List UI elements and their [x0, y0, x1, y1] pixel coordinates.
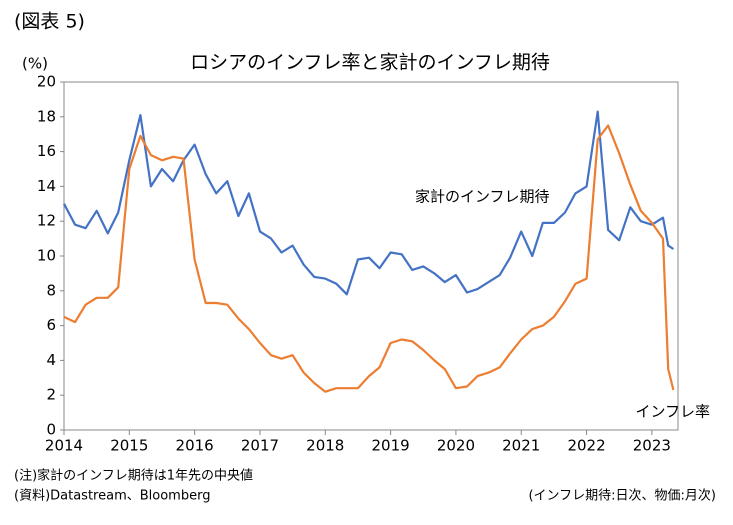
chart-title: ロシアのインフレ率と家計のインフレ期待 — [190, 52, 550, 74]
y-tick-label: 18 — [37, 107, 56, 125]
series-label: インフレ率 — [635, 403, 710, 421]
x-tick-label: 2018 — [306, 437, 344, 455]
plot-frame — [63, 81, 679, 431]
y-axis-label: (%) — [22, 55, 48, 73]
note: (注)家計のインフレ期待は1年先の中央値 — [14, 468, 253, 484]
series-line — [63, 124, 675, 393]
note: (資料)Datastream、Bloomberg — [14, 489, 210, 504]
y-tick-label: 4 — [46, 351, 56, 369]
y-tick-label: 14 — [37, 177, 56, 195]
y-tick-label: 8 — [46, 281, 56, 299]
x-tick-label: 2021 — [502, 437, 540, 455]
x-tick-label: 2015 — [110, 437, 148, 455]
y-tick-label: 20 — [37, 73, 56, 91]
y-tick-label: 16 — [37, 142, 56, 160]
x-tick-label: 2022 — [567, 437, 605, 455]
y-tick-label: 6 — [46, 316, 56, 334]
frequency-note: (インフレ期待:日次、物価:月次) — [528, 488, 716, 504]
x-tick-label: 2023 — [633, 437, 671, 455]
figure-label: (図表 5) — [14, 11, 85, 33]
x-tick-label: 2016 — [176, 437, 214, 455]
y-tick-label: 2 — [46, 386, 56, 404]
series-line — [63, 110, 675, 296]
x-tick-label: 2020 — [437, 437, 475, 455]
y-tick-label: 12 — [37, 212, 56, 230]
x-tick-label: 2017 — [241, 437, 279, 455]
series-label: 家計のインフレ期待 — [415, 188, 550, 206]
y-tick-label: 0 — [46, 421, 56, 439]
x-tick-label: 2014 — [45, 437, 83, 455]
x-tick-label: 2019 — [372, 437, 410, 455]
y-tick-label: 10 — [37, 247, 56, 265]
